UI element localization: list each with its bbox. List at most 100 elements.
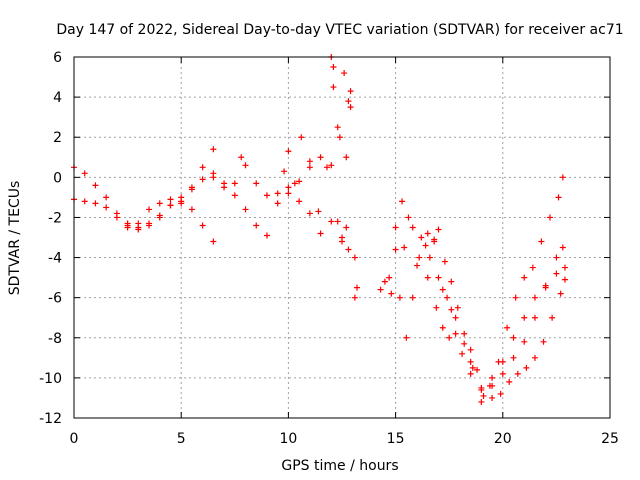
- data-point: [531, 314, 538, 321]
- data-point: [339, 234, 345, 241]
- series-trace-8: [354, 244, 566, 393]
- data-point: [238, 154, 245, 161]
- data-point: [341, 70, 348, 77]
- data-point: [103, 194, 110, 201]
- y-tick-label: -6: [48, 291, 62, 307]
- data-point: [439, 286, 446, 293]
- gridlines: [74, 57, 610, 418]
- data-point: [263, 192, 270, 199]
- data-point: [156, 200, 163, 207]
- data-point: [242, 206, 249, 213]
- x-axis-label: GPS time / hours: [281, 458, 398, 474]
- y-tick-label: -8: [48, 331, 62, 347]
- x-tick-label: 25: [601, 431, 619, 447]
- data-point: [553, 254, 560, 261]
- series-trace-7: [328, 54, 354, 131]
- series-trace-11: [467, 264, 568, 391]
- y-tick-label: -4: [48, 251, 62, 267]
- data-point: [549, 314, 556, 321]
- data-point: [467, 358, 474, 365]
- data-point: [146, 222, 153, 229]
- data-point: [351, 294, 358, 301]
- data-point: [285, 148, 292, 155]
- x-tick-label: 20: [494, 431, 512, 447]
- data-point: [81, 170, 88, 177]
- data-point: [529, 264, 536, 271]
- data-point: [210, 238, 217, 245]
- data-point: [146, 206, 153, 213]
- data-point: [424, 230, 431, 237]
- x-tick-label: 0: [70, 431, 79, 447]
- data-point: [521, 314, 528, 321]
- data-point: [92, 200, 99, 207]
- data-point: [426, 254, 433, 261]
- data-point: [156, 214, 163, 221]
- data-point: [467, 370, 474, 377]
- data-point: [178, 194, 185, 201]
- data-point: [405, 214, 412, 221]
- data-point: [343, 154, 350, 161]
- y-tick-label: 0: [53, 170, 62, 186]
- data-point: [435, 226, 442, 233]
- data-point: [231, 192, 238, 199]
- data-point: [446, 334, 453, 341]
- data-point: [334, 218, 341, 225]
- data-point: [478, 384, 485, 391]
- data-point: [499, 370, 506, 377]
- data-point: [354, 284, 361, 291]
- data-point: [135, 220, 142, 227]
- data-point: [510, 334, 517, 341]
- data-point: [499, 358, 506, 365]
- data-point: [317, 154, 324, 161]
- data-point: [343, 224, 350, 231]
- data-point: [210, 170, 217, 177]
- data-point: [328, 218, 335, 225]
- data-point: [531, 354, 538, 361]
- data-point: [561, 276, 568, 283]
- x-tick-label: 10: [279, 431, 297, 447]
- data-point: [559, 244, 566, 251]
- data-point: [504, 324, 511, 331]
- data-point: [388, 290, 395, 297]
- data-point: [557, 290, 564, 297]
- data-point: [296, 198, 303, 205]
- data-point: [435, 274, 442, 281]
- data-point: [409, 224, 416, 231]
- data-point: [285, 184, 292, 191]
- data-point: [298, 134, 305, 141]
- data-point: [347, 88, 354, 95]
- data-point: [433, 304, 440, 311]
- data-point: [416, 254, 423, 261]
- data-point: [199, 176, 206, 183]
- y-tick-label: -2: [48, 210, 62, 226]
- y-tick-label: 4: [53, 90, 62, 106]
- y-tick-label: 6: [53, 50, 62, 66]
- data-point: [306, 210, 313, 217]
- data-point: [399, 198, 406, 205]
- data-point: [242, 162, 249, 169]
- data-point: [448, 306, 455, 313]
- data-point: [274, 190, 281, 197]
- data-point: [506, 378, 513, 385]
- data-point: [231, 180, 238, 187]
- data-point: [497, 390, 504, 397]
- data-point: [441, 258, 448, 265]
- data-point: [478, 398, 485, 405]
- data-point: [377, 286, 384, 293]
- data-point: [403, 334, 410, 341]
- data-point: [439, 324, 446, 331]
- data-point: [253, 222, 260, 229]
- data-point: [336, 134, 343, 141]
- data-point: [489, 374, 496, 381]
- data-point: [409, 294, 416, 301]
- data-point: [514, 370, 521, 377]
- data-point: [188, 186, 195, 193]
- data-point: [424, 274, 431, 281]
- data-point: [489, 394, 496, 401]
- data-point: [274, 200, 281, 207]
- data-point: [92, 182, 99, 189]
- data-point: [531, 294, 538, 301]
- data-point: [469, 364, 476, 371]
- data-point: [263, 232, 270, 239]
